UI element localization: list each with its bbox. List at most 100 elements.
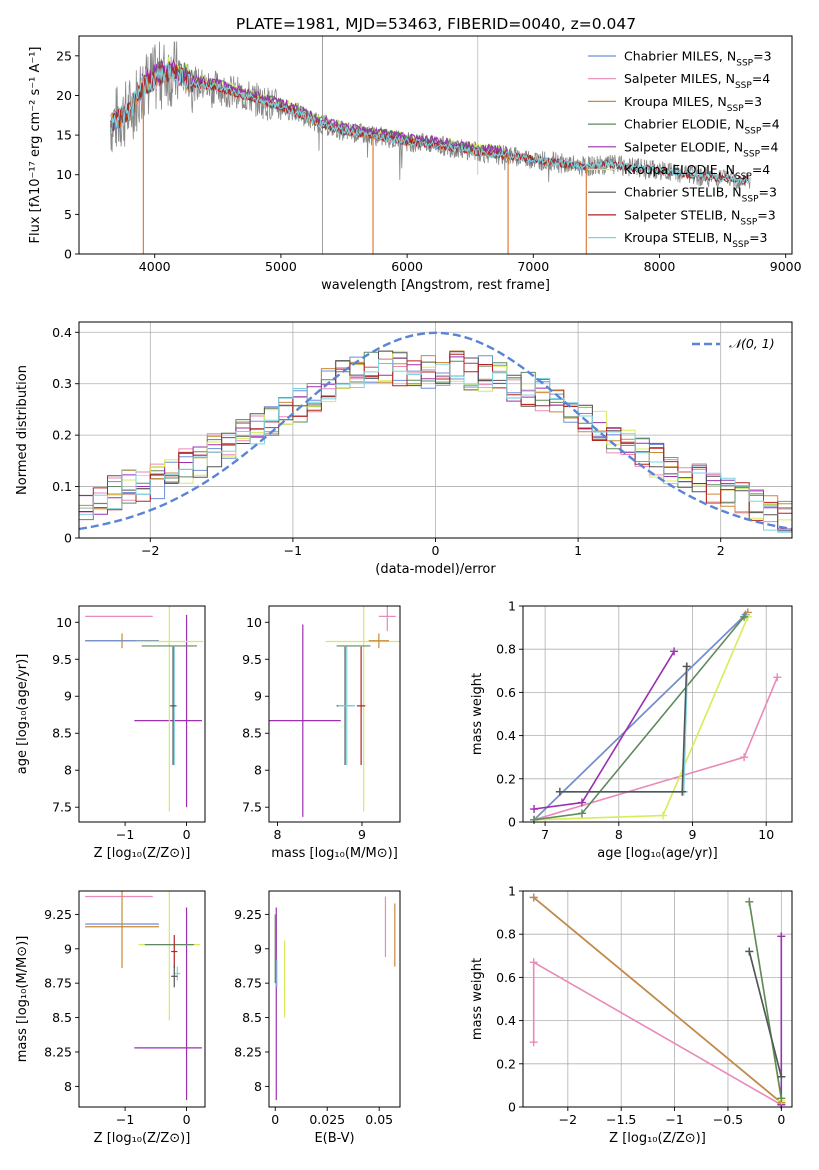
y-axis-label: Flux [fλ10⁻¹⁷ erg cm⁻² s⁻¹ A⁻¹] (28, 47, 43, 244)
x-tick-label: 0 (271, 1112, 279, 1127)
y-tick-label: 8.5 (242, 1010, 262, 1025)
chart-residuals: −2 −1 0 1 2 0 0.1 0.2 0.3 0.4 (data-model)/error No… (15, 321, 793, 577)
legend-subscript: SSP (744, 127, 761, 137)
y-axis-label: mass weight (470, 673, 485, 755)
y-tick-label: 0 (64, 531, 72, 546)
chart-mass-vs-EBV: 0 0.025 0.05 8 8.25 8.5 8.75 9 9.25 E(B-V) (234, 890, 401, 1146)
chart-spectrum: 4000 5000 6000 7000 8000 9000 0 5 10 15 20 25 wavele… (28, 35, 802, 293)
x-tick-label: 8 (615, 827, 623, 842)
weight-marker (678, 787, 687, 796)
y-tick-label: 8.75 (234, 976, 262, 991)
legend-subscript: SSP (743, 149, 760, 159)
y-tick-label: 8.5 (52, 1010, 72, 1025)
weight-marker (745, 947, 754, 956)
x-tick-label: 6000 (391, 259, 423, 274)
y-tick-label: 10 (56, 615, 72, 630)
plot-area (85, 606, 204, 812)
axes-frame (268, 890, 401, 1108)
x-tick-label: 0 (183, 1112, 191, 1127)
y-tick-label: 0.4 (496, 1013, 516, 1028)
y-tick-label: 8 (64, 1079, 72, 1094)
x-tick-label: 9 (689, 827, 697, 842)
weight-marker (777, 1094, 786, 1103)
y-tick-label: 9 (254, 941, 262, 956)
y-axis-label: Normed distribution (15, 365, 30, 495)
weight-marker (529, 1038, 538, 1047)
x-axis-label: age [log₁₀(age/yr)] (597, 846, 718, 861)
x-tick-label: 2 (717, 543, 725, 558)
legend-label: Kroupa STELIB, NSSP=3 (624, 230, 768, 250)
legend-suffix: =3 (749, 230, 767, 245)
y-tick-label: 25 (56, 48, 72, 63)
weight-marker (530, 815, 539, 824)
y-tick-label: 9.25 (44, 907, 72, 922)
y-tick-label: 0 (64, 247, 72, 262)
y-tick-label: 7.5 (52, 800, 72, 815)
y-tick-label: 0.1 (52, 479, 72, 494)
legend-suffix: =3 (759, 185, 777, 200)
y-tick-label: 10 (246, 615, 262, 630)
x-tick-label: −1.5 (606, 1112, 636, 1127)
axes-frame (78, 890, 206, 1108)
model-spectrum-line (141, 56, 508, 155)
y-tick-label: 8.5 (242, 726, 262, 741)
legend-suffix: =4 (761, 117, 779, 132)
model-spectrum-line (141, 58, 509, 155)
y-tick-label: 15 (56, 128, 72, 143)
y-tick-label: 9.25 (234, 907, 262, 922)
legend-label: Kroupa MILES, NSSP=3 (624, 94, 762, 114)
y-tick-label: 0.2 (52, 428, 72, 443)
legend-subscript: SSP (736, 59, 753, 69)
legend-label: Salpeter MILES, NSSP=4 (624, 71, 770, 91)
x-axis-label: wavelength [Angstrom, rest frame] (321, 278, 550, 293)
legend-suffix: =4 (752, 162, 770, 177)
x-axis-label: Z [log₁₀(Z/Z⊙)] (609, 1131, 706, 1146)
y-tick-label: 20 (56, 88, 72, 103)
plot-area (85, 891, 202, 1101)
x-tick-label: 0.025 (309, 1112, 345, 1127)
legend-suffix: =4 (752, 71, 770, 86)
weight-marker (530, 805, 539, 814)
spectrum-plot-area (110, 36, 751, 254)
model-spectrum-line (110, 63, 749, 184)
y-tick-label: 0 (508, 1100, 516, 1115)
legend-label: Salpeter ELODIE, NSSP=4 (624, 139, 779, 159)
axes-frame (78, 35, 793, 255)
y-tick-label: 5 (64, 207, 72, 222)
y-tick-label: 0 (508, 815, 516, 830)
plot-area (274, 896, 396, 1101)
model-spectrum-line (141, 57, 509, 156)
y-tick-label: 0.2 (496, 1056, 516, 1071)
legend-subscript: SSP (742, 195, 759, 205)
weight-line (532, 960, 782, 1106)
y-tick-label: 0.3 (52, 376, 72, 391)
chart-age-vs-Z: −1 0 7.5 8 8.5 9 9.5 10 Z [log₁₀(Z/Z⊙)] age [log₁… (15, 605, 206, 861)
weight-marker (777, 1072, 786, 1081)
legend-label: Chabrier MILES, NSSP=3 (624, 49, 772, 69)
x-tick-label: 4000 (139, 259, 171, 274)
gaussian-curve (78, 331, 793, 531)
weight-marker (773, 673, 782, 682)
legend-subscript: SSP (727, 104, 744, 114)
x-tick-label: 0 (777, 1112, 785, 1127)
y-tick-label: 8 (254, 763, 262, 778)
x-tick-label: 8000 (644, 259, 676, 274)
axes-frame (522, 605, 793, 823)
x-tick-label: −1 (116, 827, 134, 842)
x-tick-label: −2 (559, 1112, 577, 1127)
legend-subscript: SSP (735, 172, 752, 182)
legend-suffix: =3 (744, 94, 762, 109)
histogram-step-line (79, 353, 792, 521)
y-tick-label: 8.25 (234, 1044, 262, 1059)
x-tick-label: −0.5 (713, 1112, 743, 1127)
y-axis-label: mass [log₁₀(M/M⊙)] (15, 936, 30, 1063)
x-tick-label: 8 (273, 827, 281, 842)
axes-frame (268, 605, 401, 823)
x-tick-label: 0 (432, 543, 440, 558)
x-tick-label: −2 (141, 543, 159, 558)
y-tick-label: 0.4 (52, 325, 72, 340)
chart-weight-vs-Z: −2 −1.5 −1 −0.5 0 0 0.2 0.4 0.6 0.8 1 Z [log₁₀(Z/Z⊙… (470, 884, 793, 1146)
x-axis-label: mass [log₁₀(M/M⊙)] (271, 846, 398, 861)
y-tick-label: 0.2 (496, 771, 516, 786)
weight-line (533, 614, 747, 821)
